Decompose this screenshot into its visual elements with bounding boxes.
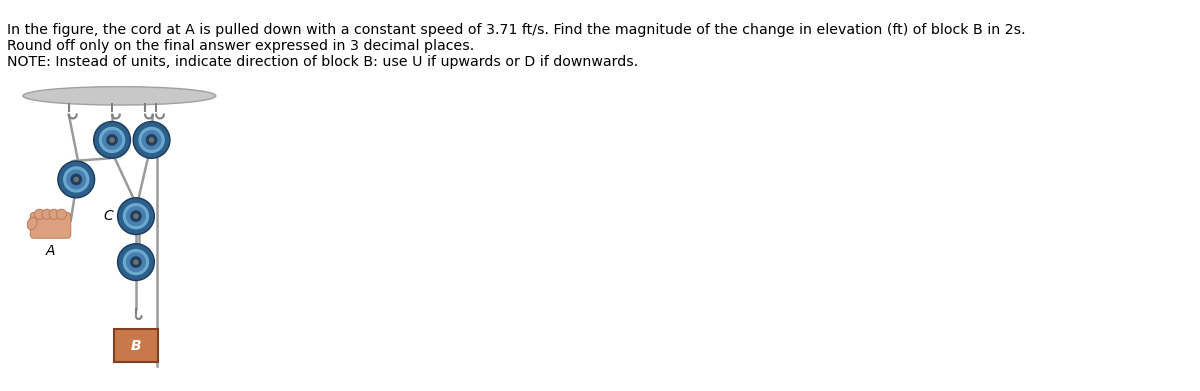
Circle shape xyxy=(145,134,157,146)
Circle shape xyxy=(66,169,86,190)
Circle shape xyxy=(122,203,149,230)
Text: Round off only on the final answer expressed in 3 decimal places.: Round off only on the final answer expre… xyxy=(7,39,474,53)
Circle shape xyxy=(149,137,155,143)
Circle shape xyxy=(58,161,95,198)
Circle shape xyxy=(133,122,170,158)
Circle shape xyxy=(71,174,82,185)
Text: B: B xyxy=(131,339,142,353)
Circle shape xyxy=(126,252,146,272)
Circle shape xyxy=(138,127,164,153)
Text: In the figure, the cord at A is pulled down with a constant speed of 3.71 ft/s. : In the figure, the cord at A is pulled d… xyxy=(7,23,1026,37)
Circle shape xyxy=(130,256,142,268)
Ellipse shape xyxy=(23,87,216,105)
Circle shape xyxy=(42,209,52,219)
Circle shape xyxy=(118,198,155,235)
Circle shape xyxy=(133,259,139,265)
Ellipse shape xyxy=(28,217,37,230)
Circle shape xyxy=(98,127,125,153)
Circle shape xyxy=(102,130,122,150)
FancyBboxPatch shape xyxy=(30,212,71,238)
Text: A: A xyxy=(46,244,55,258)
Circle shape xyxy=(106,134,118,146)
Circle shape xyxy=(73,177,79,182)
Circle shape xyxy=(126,206,146,226)
Circle shape xyxy=(142,130,162,150)
Circle shape xyxy=(130,210,142,222)
FancyBboxPatch shape xyxy=(114,329,158,362)
Circle shape xyxy=(56,209,66,219)
Text: NOTE: Instead of units, indicate direction of block B: use U if upwards or D if : NOTE: Instead of units, indicate directi… xyxy=(7,54,638,68)
Circle shape xyxy=(122,249,149,275)
Circle shape xyxy=(118,244,155,280)
Circle shape xyxy=(49,209,59,219)
Circle shape xyxy=(109,137,115,143)
Circle shape xyxy=(35,209,44,219)
Circle shape xyxy=(94,122,131,158)
Text: C: C xyxy=(103,209,113,223)
Circle shape xyxy=(133,213,139,219)
Circle shape xyxy=(64,166,90,193)
